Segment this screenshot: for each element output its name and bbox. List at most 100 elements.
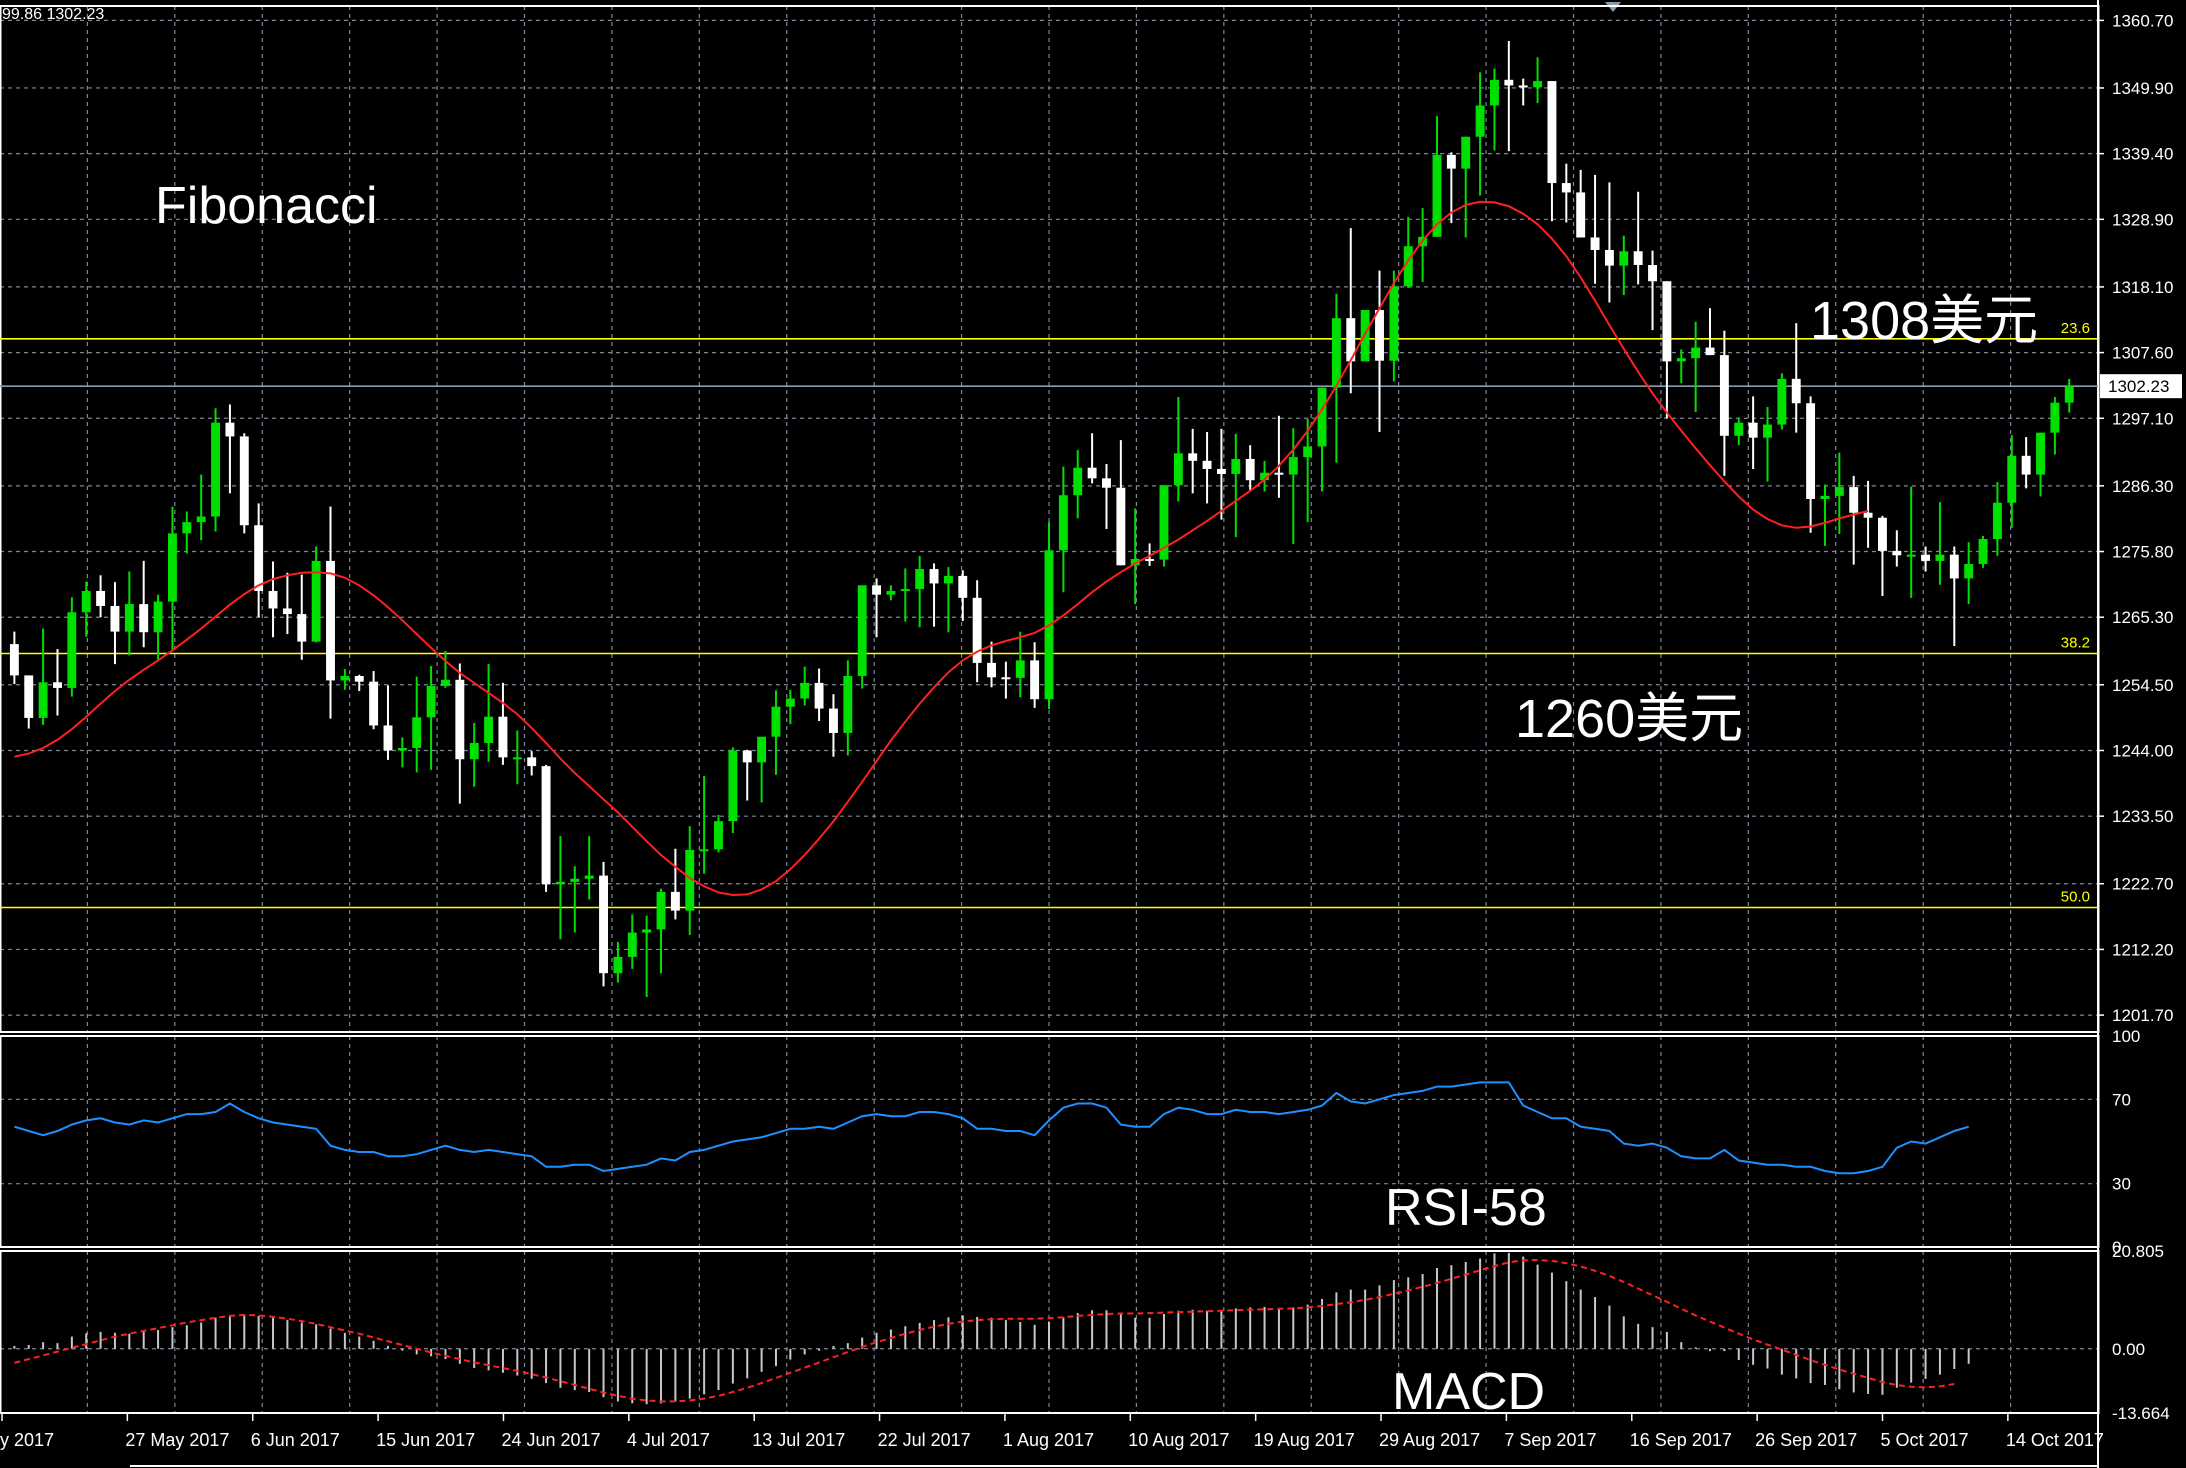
macd-tick-label: -13.664	[2112, 1404, 2170, 1423]
price-tick-label: 1233.50	[2112, 807, 2173, 826]
candle-body	[972, 597, 982, 663]
candle-body	[1490, 79, 1499, 106]
candle-body	[527, 757, 537, 767]
candle-body	[1820, 495, 1830, 499]
rsi-tick-label: 30	[2112, 1175, 2131, 1194]
candle-body	[1346, 318, 1356, 362]
price-tick-label: 1212.20	[2112, 940, 2173, 959]
candle-body	[1619, 251, 1629, 266]
fib-level-label: 38.2	[2061, 635, 2090, 652]
candle-body	[987, 662, 996, 678]
candle-body	[1590, 237, 1600, 250]
candle-body	[383, 725, 393, 751]
candle-body	[153, 601, 163, 633]
price-tick-label: 1244.00	[2112, 741, 2173, 760]
current-price-box	[2100, 374, 2182, 399]
candle-body	[9, 644, 19, 676]
candle-body	[1648, 265, 1657, 282]
candle-body	[1992, 502, 2002, 540]
candle-body	[1231, 458, 1241, 474]
candle-body	[1719, 355, 1729, 436]
price-tick-label: 1307.60	[2112, 344, 2173, 363]
candle-body	[800, 682, 810, 699]
candle-body	[282, 608, 292, 615]
date-tick-label: 22 Jul 2017	[878, 1430, 971, 1450]
candle-body	[1791, 378, 1801, 404]
candle-body	[268, 590, 278, 609]
price-tick-label: 1328.90	[2112, 210, 2173, 229]
candle-body	[1691, 347, 1701, 359]
candle-body	[211, 422, 221, 517]
date-tick-label: 26 Sep 2017	[1755, 1430, 1857, 1450]
candle-body	[1274, 472, 1284, 475]
candle-body	[484, 716, 494, 743]
candle-body	[53, 682, 62, 688]
candle-body	[656, 891, 666, 930]
candle-body	[239, 436, 249, 526]
candle-body	[771, 706, 781, 737]
candle-body	[110, 605, 120, 632]
candle-body	[2007, 455, 2017, 503]
candle-body	[1245, 458, 1255, 481]
date-tick-label: 16 Sep 2017	[1630, 1430, 1732, 1450]
candle-body	[1446, 154, 1456, 169]
price-tick-label: 1286.30	[2112, 477, 2173, 496]
candle-body	[1102, 478, 1111, 488]
candle-body	[1058, 495, 1068, 551]
candle-body	[1403, 246, 1413, 287]
candle-body	[584, 875, 594, 879]
candle-body	[1073, 467, 1083, 496]
candle-body	[498, 716, 508, 758]
date-tick-label: y 2017	[0, 1430, 54, 1450]
candle-body	[1949, 554, 1959, 579]
rsi-tick-label: 0	[2112, 1238, 2121, 1257]
candle-body	[814, 682, 824, 709]
candle-body	[1662, 281, 1672, 362]
candle-body	[1202, 460, 1212, 469]
candle-body	[1633, 251, 1643, 266]
date-tick-label: 29 Aug 2017	[1379, 1430, 1480, 1450]
candle-body	[541, 766, 551, 885]
candle-body	[1892, 550, 1902, 556]
candle-body	[1461, 136, 1471, 169]
fib-level-label: 23.6	[2061, 320, 2090, 337]
candle-body	[1547, 81, 1557, 184]
candle-body	[1188, 453, 1198, 461]
macd-tick-label: 0.00	[2112, 1340, 2145, 1359]
date-tick-label: 1 Aug 2017	[1003, 1430, 1094, 1450]
date-tick-label: 13 Jul 2017	[752, 1430, 845, 1450]
candle-body	[1260, 472, 1270, 481]
candle-body	[1475, 105, 1485, 137]
candle-body	[139, 604, 149, 633]
candle-body	[225, 422, 235, 437]
price-tick-label: 1222.70	[2112, 875, 2173, 894]
candle-body	[929, 569, 939, 584]
candle-body	[1130, 559, 1140, 566]
candle-body	[297, 614, 307, 642]
candle-body	[1935, 554, 1945, 561]
candle-body	[1159, 485, 1169, 560]
candle-body	[1432, 154, 1442, 237]
candle-body	[1001, 677, 1011, 680]
candle-body	[1877, 517, 1887, 551]
candle-body	[1561, 183, 1571, 193]
rsi-tick-label: 100	[2112, 1027, 2140, 1046]
candle-body	[958, 575, 968, 598]
fib-level-label: 50.0	[2061, 889, 2090, 906]
candle-body	[2050, 402, 2060, 433]
price-tick-label: 1318.10	[2112, 278, 2173, 297]
candle-body	[1015, 660, 1025, 678]
candle-body	[613, 956, 623, 974]
date-tick-label: 14 Oct 2017	[2006, 1430, 2104, 1450]
candle-body	[469, 742, 479, 760]
candle-body	[254, 525, 264, 591]
candle-body	[1518, 85, 1528, 88]
macd-tick-label: 20.805	[2112, 1242, 2164, 1261]
candle-body	[1763, 424, 1772, 438]
candle-body	[1331, 318, 1341, 388]
candle-body	[828, 708, 838, 733]
candle-body	[728, 750, 738, 822]
candle-body	[1978, 539, 1988, 565]
candle-body	[570, 878, 580, 882]
